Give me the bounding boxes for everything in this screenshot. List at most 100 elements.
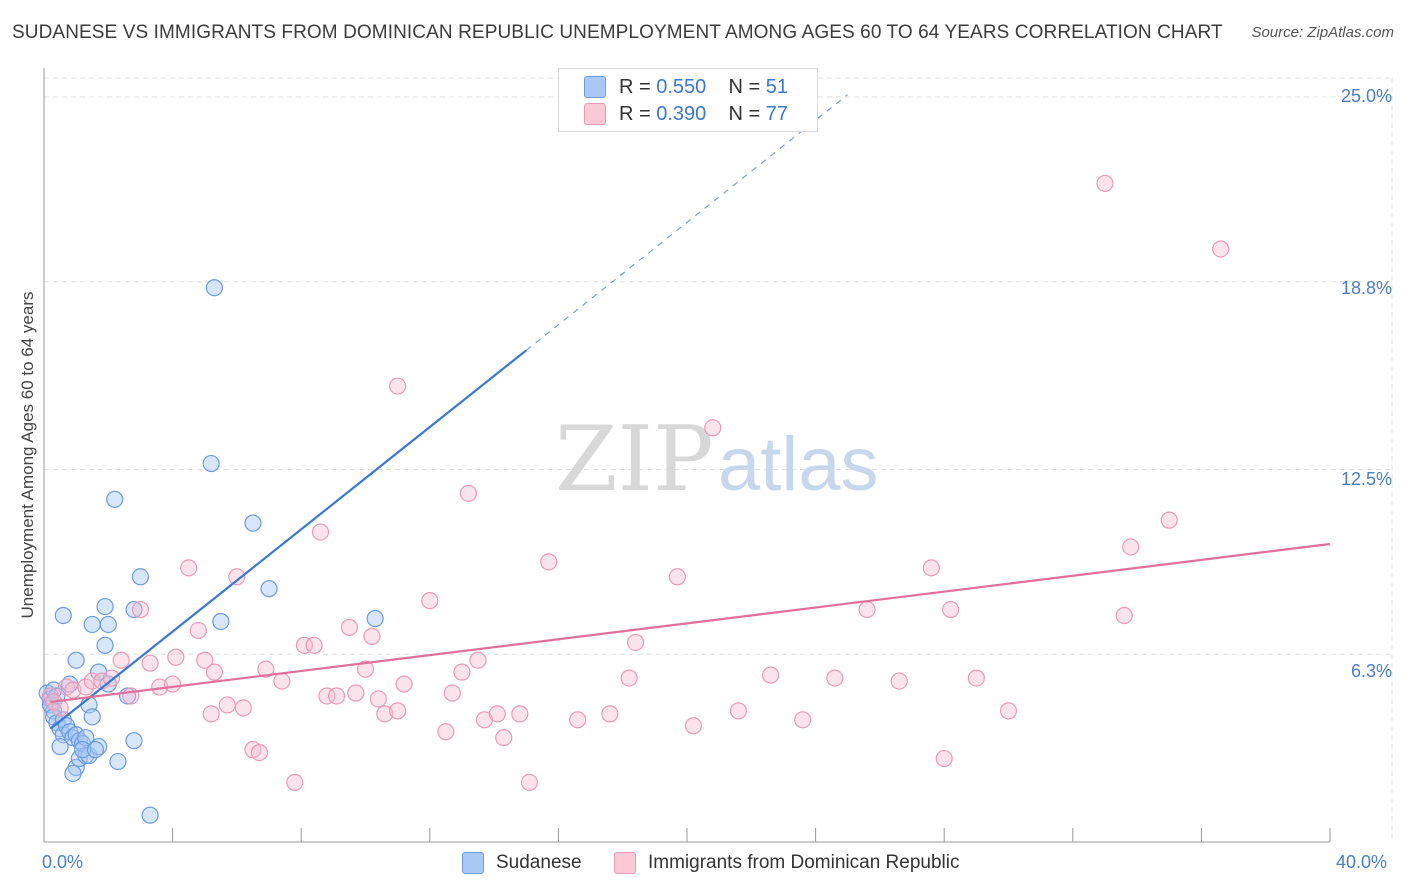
dominican-point [421, 592, 439, 610]
dominican-point [273, 672, 291, 690]
legend-r-value: 0.550 [656, 75, 707, 98]
y-axis-label: Unemployment Among Ages 60 to 64 years [18, 291, 37, 619]
legend-swatch-blue [584, 76, 606, 98]
legend-n-label: N = [728, 102, 766, 125]
sudanese-trend-line [49, 349, 527, 730]
dominican-point [318, 687, 336, 705]
dominican-point [601, 705, 619, 723]
legend-n-label: N = [728, 75, 766, 98]
dominican-point [340, 618, 359, 637]
sudanese-point [244, 514, 262, 532]
dominican-point [890, 672, 908, 690]
bottom-legend-label: Immigrants from Dominican Republic [648, 852, 960, 873]
sudanese-point [96, 636, 114, 654]
dominican-point [205, 663, 223, 681]
sudanese-point [212, 612, 230, 631]
dominican-point [761, 666, 780, 684]
legend-r-value: 0.390 [656, 102, 707, 125]
dominican-point [469, 651, 487, 669]
dominican-point [83, 672, 101, 690]
dominican-point [305, 636, 323, 654]
sudanese-point [90, 738, 108, 756]
dominican-point [1122, 538, 1140, 556]
source-label: Source: ZipAtlas.com [1251, 24, 1394, 41]
dominican-point [327, 687, 346, 705]
bottom-legend-label: Sudanese [496, 852, 582, 873]
dominican-point [167, 648, 185, 666]
sudanese-point [106, 490, 124, 508]
sudanese-point [83, 708, 101, 726]
dominican-point [967, 669, 985, 687]
dominican-point [935, 749, 953, 768]
legend-r-label: R = [619, 75, 657, 98]
dominican-point [794, 711, 812, 729]
dominican-point [376, 705, 394, 723]
y-tick-label: 12.5% [1340, 469, 1392, 489]
sudanese-point [202, 454, 220, 473]
dominican-point [389, 702, 407, 720]
dominican-point [189, 621, 207, 640]
dominican-point [356, 660, 375, 678]
dominican-point [569, 711, 587, 729]
sudanese-point [260, 580, 278, 598]
x-tick-label-min: 0.0% [42, 852, 84, 872]
dominican-point [234, 699, 252, 717]
dominican-point [437, 723, 455, 741]
sudanese-point [131, 568, 150, 586]
sudanese-point [141, 806, 159, 824]
sudanese-point [99, 615, 117, 634]
bottom-legend-swatch-pink [614, 852, 636, 874]
sudanese-point [109, 752, 127, 771]
dominican-point [295, 636, 314, 654]
sudanese-point [86, 741, 105, 759]
dominican-point [488, 705, 506, 723]
dominican-point [286, 773, 304, 792]
dominican-point [453, 663, 471, 681]
dominican-point [112, 651, 130, 669]
sudanese-trend-extension [525, 94, 849, 351]
dominican-point [395, 675, 413, 693]
dominican-point [626, 633, 645, 651]
dominican-point [620, 669, 638, 687]
sudanese-point [73, 741, 92, 759]
dominican-point [250, 743, 269, 762]
dominican-point [311, 523, 330, 541]
dominican-point [684, 717, 703, 735]
dominican-point [1160, 511, 1178, 529]
dominican-point [180, 559, 198, 577]
dominican-point [459, 484, 477, 502]
sudanese-point [54, 606, 72, 625]
sudanese-point [64, 764, 82, 783]
dominican-point [369, 690, 387, 708]
dominican-point [257, 660, 275, 678]
dominican-point [218, 696, 236, 714]
dominican-point [202, 705, 220, 723]
sudanese-point [125, 732, 143, 750]
y-tick-label: 6.3% [1350, 661, 1392, 681]
dominican-point [131, 600, 150, 619]
dominican-point [668, 568, 686, 586]
dominican-point [77, 678, 95, 696]
dominican-point [999, 702, 1018, 720]
y-tick-label: 18.8% [1340, 278, 1392, 298]
chart-title: SUDANESE VS IMMIGRANTS FROM DOMINICAN RE… [12, 22, 1223, 43]
dominican-trend-line [50, 542, 1331, 704]
dominican-point [1212, 240, 1230, 258]
sudanese-point [83, 615, 101, 634]
dominican-point [495, 729, 513, 747]
dominican-point [511, 705, 529, 723]
x-tick-label-max: 40.0% [1336, 852, 1388, 872]
legend-r-label: R = [619, 102, 657, 125]
dominican-point [704, 419, 722, 437]
dominican-point [826, 669, 844, 687]
legend-swatch-pink [584, 103, 606, 125]
dominican-point [196, 651, 214, 669]
sudanese-point [67, 651, 85, 669]
watermark-zip: ZIP [555, 407, 714, 512]
dominican-point [1115, 606, 1133, 625]
sudanese-point [205, 279, 223, 297]
bottom-legend-dominican: Immigrants from Dominican Republic [614, 851, 960, 875]
dominican-point [363, 627, 381, 645]
watermark-atlas: atlas [718, 422, 879, 507]
legend-n-value: 77 [765, 102, 789, 125]
